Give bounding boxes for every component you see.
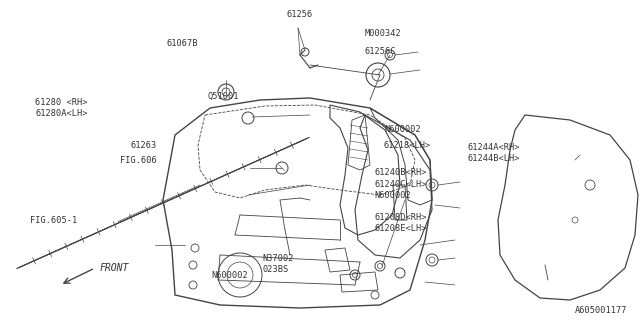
- Text: 023BS: 023BS: [262, 265, 289, 274]
- Text: FRONT: FRONT: [100, 263, 129, 273]
- Text: 61218<LH>: 61218<LH>: [384, 141, 431, 150]
- Text: N600002: N600002: [374, 191, 411, 200]
- Text: 61244B<LH>: 61244B<LH>: [467, 154, 520, 163]
- Text: 61280 <RH>: 61280 <RH>: [35, 98, 88, 107]
- Text: N600002: N600002: [211, 271, 248, 280]
- Text: 61240C<LH>: 61240C<LH>: [374, 180, 427, 188]
- Text: FIG.606: FIG.606: [120, 156, 157, 164]
- Text: 61256: 61256: [286, 10, 313, 19]
- Text: M000342: M000342: [365, 29, 401, 38]
- Text: Q51001: Q51001: [208, 92, 239, 100]
- Text: 61280A<LH>: 61280A<LH>: [35, 109, 88, 118]
- Text: 61244A<RH>: 61244A<RH>: [467, 143, 520, 152]
- Text: N37002: N37002: [262, 254, 294, 263]
- Text: A605001177: A605001177: [575, 306, 627, 315]
- Text: N600002: N600002: [384, 125, 420, 134]
- Text: FIG.605-1: FIG.605-1: [29, 216, 77, 225]
- Text: 61067B: 61067B: [166, 39, 198, 48]
- Text: 61256C: 61256C: [365, 47, 396, 56]
- Text: 61240B<RH>: 61240B<RH>: [374, 168, 427, 177]
- Text: 61208D<RH>: 61208D<RH>: [374, 213, 427, 222]
- Text: 61208E<LH>: 61208E<LH>: [374, 224, 427, 233]
- Text: 61263: 61263: [131, 141, 157, 150]
